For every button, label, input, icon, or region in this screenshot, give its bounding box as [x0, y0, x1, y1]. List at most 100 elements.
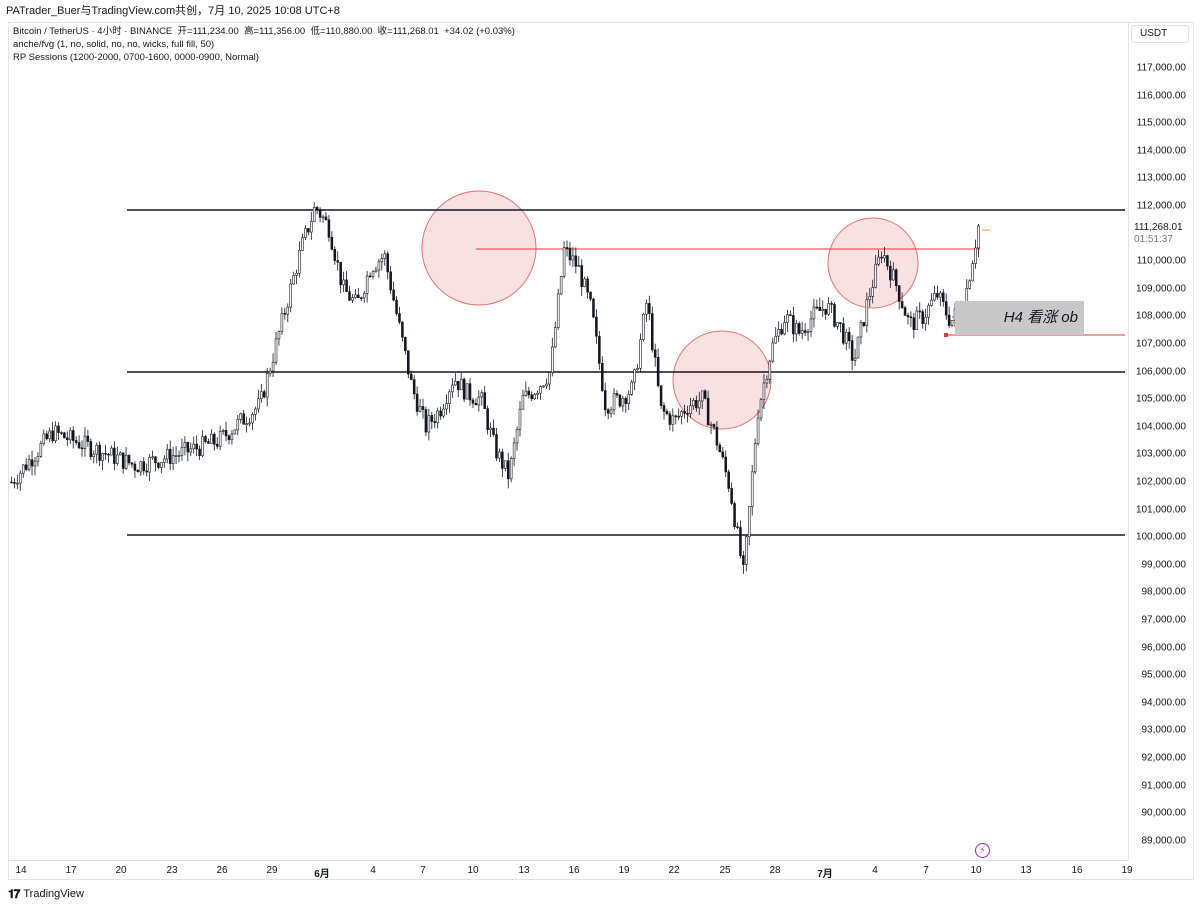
candle-body — [421, 406, 425, 410]
candle-body — [13, 481, 16, 484]
candle-body — [136, 469, 140, 473]
candle-body — [154, 456, 157, 464]
candle-body — [506, 460, 510, 480]
lightning-bolt-icon[interactable]: ⚡ — [975, 843, 990, 858]
candle-body — [642, 313, 645, 340]
candle-body — [71, 430, 75, 441]
candle-body — [448, 391, 451, 404]
candle-body — [900, 301, 904, 308]
candle-body — [909, 316, 913, 319]
candle-body — [233, 429, 237, 435]
time-tick-label: 6月 — [314, 869, 330, 880]
candle-body — [633, 369, 636, 383]
candle-body — [712, 424, 716, 428]
legend-close: 收=111,268.01 — [377, 26, 439, 37]
candle-body — [124, 454, 128, 469]
candle-body — [771, 342, 775, 362]
candle-body — [121, 452, 125, 469]
candle-body — [789, 314, 792, 316]
candle-body — [850, 340, 854, 361]
candle-body — [357, 294, 360, 299]
ob-annotation-box[interactable]: H4 看涨 ob — [955, 301, 1084, 335]
price-tick-label: 89,000.00 — [1141, 835, 1187, 847]
time-axis[interactable]: 14 17 20 23 26 29 6月 4 7 10 13 16 19 22 25 28 7月 4 7 10 13 16… — [8, 860, 1133, 880]
candle-body — [39, 443, 43, 457]
legend-indicator-sessions[interactable]: RP Sessions (1200-2000, 0700-1600, 0000-… — [13, 52, 259, 63]
candle-body — [118, 452, 122, 456]
candle-body — [42, 433, 46, 444]
candle-body — [577, 265, 581, 267]
time-tick-label: 16 — [568, 865, 580, 876]
candle-body — [86, 435, 90, 442]
candle-body — [95, 444, 98, 455]
candle-body — [160, 462, 163, 468]
candle-body — [947, 314, 951, 326]
currency-button[interactable]: USDT — [1131, 25, 1189, 43]
candle-body — [659, 385, 663, 406]
candle-body — [777, 329, 780, 337]
time-tick-label: 29 — [266, 865, 278, 876]
chart-frame[interactable] — [8, 22, 1194, 880]
candle-body — [433, 421, 437, 423]
candle-body — [45, 433, 49, 440]
time-tick-label: 13 — [518, 865, 530, 876]
candle-body — [368, 275, 372, 278]
time-tick-label: 20 — [115, 865, 127, 876]
candle-body — [456, 380, 460, 391]
price-tick-label: 98,000.00 — [1141, 586, 1187, 598]
time-tick-label: 23 — [166, 865, 178, 876]
candle-body — [283, 312, 287, 315]
legend-indicator-fvg[interactable]: anche/fvg (1, no, solid, no, no, wicks, … — [13, 39, 215, 50]
candle-body — [168, 448, 172, 464]
candle-body — [595, 316, 598, 337]
candle-body — [877, 256, 880, 265]
candle-body — [765, 378, 769, 384]
horizontal-levels[interactable] — [127, 209, 1125, 536]
candle-body — [839, 322, 842, 324]
legend-open: 开=111,234.00 — [177, 26, 239, 37]
candle-body — [941, 292, 945, 302]
candle-body — [842, 323, 845, 344]
footer-branding[interactable]: 𝟏𝟕 TradingView — [8, 884, 84, 904]
candle-body — [151, 456, 154, 459]
candle-body — [63, 432, 66, 439]
candle-body — [333, 248, 337, 261]
price-axis[interactable]: 117,000.00 116,000.00 115,000.00 114,000.00… — [1128, 22, 1194, 860]
candle-body — [195, 443, 198, 450]
candle-body — [92, 453, 96, 457]
candle-body — [621, 398, 625, 407]
price-tick-label: 96,000.00 — [1141, 642, 1187, 654]
time-tick-label: 25 — [719, 865, 731, 876]
candle-body — [321, 216, 325, 219]
candle-body — [198, 448, 201, 456]
candle-body — [524, 390, 528, 396]
candle-body — [477, 396, 481, 406]
chart-legend: Bitcoin / TetherUS · 4小时 · BINANCE 开=111… — [13, 25, 515, 64]
legend-low: 低=110,880.00 — [310, 26, 373, 37]
candle-body — [939, 292, 942, 298]
candle-body — [245, 423, 248, 425]
candle-body — [24, 464, 28, 470]
candle-body — [683, 411, 686, 414]
candle-body — [862, 322, 866, 326]
candle-body — [83, 435, 87, 449]
candle-body — [780, 329, 783, 335]
candle-body — [268, 370, 272, 374]
candle-body — [395, 299, 398, 314]
candle-body — [556, 293, 560, 328]
candle-body — [847, 331, 851, 341]
price-tick-label: 102,000.00 — [1135, 476, 1186, 488]
candle-body — [933, 292, 936, 301]
time-tick-label: 22 — [668, 865, 680, 876]
candle-body — [127, 454, 131, 464]
candle-body — [606, 409, 610, 414]
candle-body — [365, 275, 369, 294]
candle-body — [715, 426, 719, 446]
candle-body — [454, 380, 457, 386]
time-tick-label: 13 — [1020, 865, 1032, 876]
candle-body — [177, 455, 181, 457]
candle-body — [210, 433, 213, 444]
candle-body — [295, 272, 298, 276]
candle-body — [480, 392, 484, 398]
